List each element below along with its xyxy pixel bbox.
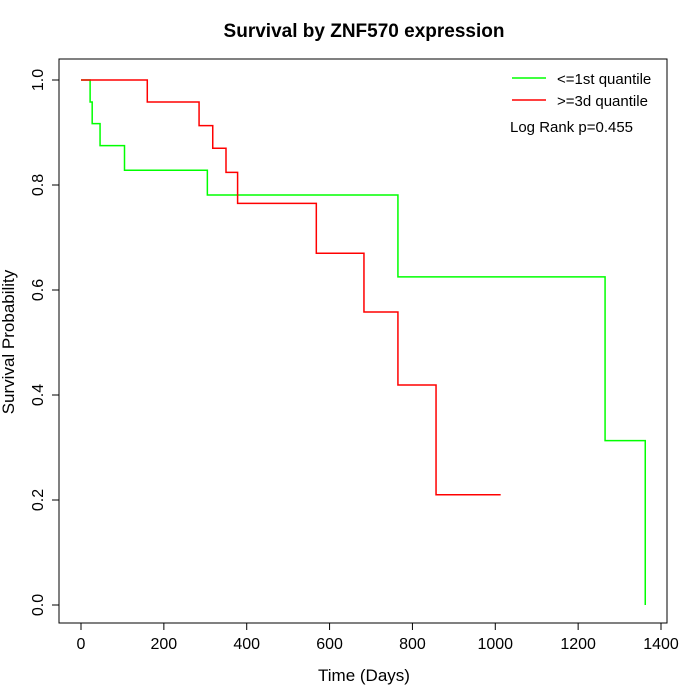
y-tick-label: 0.4 xyxy=(30,384,47,406)
chart-title: Survival by ZNF570 expression xyxy=(224,21,505,42)
series-layer xyxy=(81,79,647,605)
x-axis-label: Time (Days) xyxy=(318,666,410,685)
y-tick-label: 1.0 xyxy=(30,69,47,91)
x-tick-label: 1200 xyxy=(560,636,596,653)
y-axis: 0.0 0.2 0.4 0.6 0.8 1.0 xyxy=(30,69,60,616)
legend: <=1st quantile >=3d quantile xyxy=(512,71,651,110)
y-tick-label: 0.2 xyxy=(30,489,47,511)
x-tick-label: 400 xyxy=(233,636,260,653)
x-tick-label: 0 xyxy=(77,636,86,653)
y-tick-label: 0.0 xyxy=(30,594,47,616)
plot-frame xyxy=(58,58,668,624)
x-tick-label: 1400 xyxy=(643,636,679,653)
log-rank-annotation: Log Rank p=0.455 xyxy=(510,119,633,136)
x-tick-label: 1000 xyxy=(477,636,513,653)
series-line-1 xyxy=(81,79,501,496)
y-axis-label: Survival Probability xyxy=(0,269,18,414)
legend-label-high: >=3d quantile xyxy=(557,93,648,110)
x-tick-label: 200 xyxy=(151,636,178,653)
series-line-0 xyxy=(81,79,647,605)
y-tick-label: 0.8 xyxy=(30,174,47,196)
x-tick-label: 800 xyxy=(399,636,426,653)
x-tick-label: 600 xyxy=(316,636,343,653)
legend-label-low: <=1st quantile xyxy=(557,71,651,88)
y-tick-label: 0.6 xyxy=(30,279,47,301)
x-axis: 0 200 400 600 800 1000 1200 1400 xyxy=(77,622,679,653)
